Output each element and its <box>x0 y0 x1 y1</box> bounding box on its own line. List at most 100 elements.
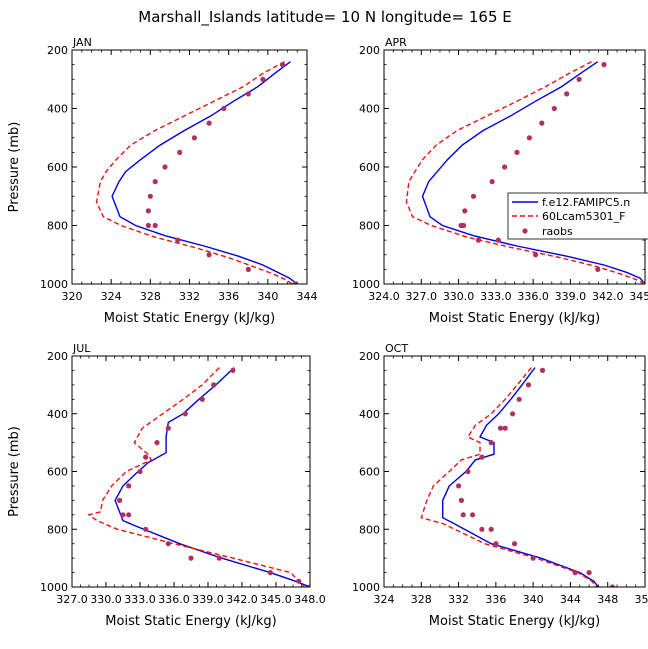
legend-label-model-b: 60Lcam5301_F <box>542 210 625 223</box>
y-tick-label-jul: 600 <box>47 466 68 479</box>
raobs-point-oct <box>456 483 462 489</box>
x-tick-label-jul: 336.0 <box>158 593 190 606</box>
x-tick-label-jul: 342.0 <box>226 593 258 606</box>
raobs-point-jan <box>152 222 158 229</box>
plot-frame-jul <box>71 355 311 588</box>
x-tick-label-jan: 328 <box>140 290 161 303</box>
y-tick-label-jul: 400 <box>47 408 68 421</box>
x-tick-label-jul: 333.0 <box>124 593 156 606</box>
series-line-model-b-jul <box>87 367 305 587</box>
raobs-point-jan <box>177 149 183 155</box>
y-tick-label-oct: 800 <box>359 523 380 536</box>
series-line-model-a-apr <box>421 61 645 284</box>
x-tick-label-apr: 336.0 <box>517 290 549 303</box>
y-tick-label-oct: 600 <box>359 466 380 479</box>
y-tick-label-apr: 1000 <box>352 278 380 291</box>
raobs-point-oct <box>460 512 466 518</box>
raobs-point-jul <box>230 367 236 373</box>
raobs-point-jul <box>267 570 273 576</box>
x-axis-label-jan: Moist Static Energy (kJ/kg) <box>104 311 275 326</box>
raobs-point-oct <box>516 396 522 402</box>
raobs-point-oct <box>488 526 494 532</box>
raobs-point-apr <box>526 135 533 141</box>
raobs-point-jul <box>188 555 194 561</box>
raobs-point-apr <box>502 164 508 170</box>
panel-jul: 327.0 330.0 333.0 336.0 339.0 342.0 345.0 348.0… <box>7 342 326 629</box>
y-tick-label-apr: 200 <box>359 44 380 57</box>
x-tick-label-apr: 345.0 <box>629 290 648 303</box>
plot-frame-oct <box>383 355 646 588</box>
raobs-point-jul <box>120 512 126 518</box>
legend-marker-raobs <box>522 228 528 234</box>
raobs-point-jul <box>126 483 132 489</box>
raobs-point-jan <box>147 193 153 199</box>
raobs-point-apr <box>495 237 501 243</box>
plot-area-jan <box>95 61 298 284</box>
series-line-model-a-jan <box>111 61 298 284</box>
raobs-point-jan <box>245 266 251 272</box>
x-tick-label-jan: 340 <box>257 290 278 303</box>
panel-label-oct: OCT <box>385 342 408 355</box>
raobs-point-oct <box>470 512 476 518</box>
x-axis-label-jul: Moist Static Energy (kJ/kg) <box>105 614 276 629</box>
raobs-point-oct <box>488 440 494 446</box>
raobs-point-oct <box>530 555 536 561</box>
raobs-point-jan <box>245 91 251 97</box>
panel-label-jan: JAN <box>72 36 92 49</box>
x-tick-label-apr: 342.0 <box>592 290 624 303</box>
raobs-point-jan <box>145 208 151 214</box>
x-tick-label-oct: 352 <box>635 593 648 606</box>
raobs-point-oct <box>479 526 485 532</box>
raobs-point-jan <box>260 76 266 82</box>
raobs-point-jan <box>279 62 286 68</box>
panel-label-apr: APR <box>385 36 407 49</box>
panel-jan: 320 324 328 332 336 340 344 200 400 600 800 1000 JAN… <box>7 36 318 326</box>
x-tick-label-jan: 336 <box>218 290 239 303</box>
raobs-point-jul <box>165 541 171 547</box>
raobs-point-oct <box>497 425 504 431</box>
y-tick-label-oct: 200 <box>359 350 380 363</box>
raobs-point-apr <box>551 105 557 112</box>
x-tick-label-oct: 332 <box>448 593 469 606</box>
raobs-point-apr <box>539 120 545 126</box>
y-tick-label-jan: 400 <box>47 103 68 116</box>
raobs-point-oct <box>572 570 578 576</box>
raobs-point-jul <box>154 440 160 446</box>
raobs-point-apr <box>641 281 645 284</box>
y-axis-label-jul: Pressure (mb) <box>7 426 22 517</box>
x-tick-label-jan: 332 <box>179 290 200 303</box>
raobs-point-oct <box>539 367 546 373</box>
raobs-point-oct <box>458 497 464 503</box>
y-tick-label-oct: 1000 <box>352 581 380 594</box>
y-tick-label-jan: 1000 <box>40 278 68 291</box>
plot-area-apr <box>405 61 645 284</box>
plot-frame-jan <box>71 49 308 285</box>
x-tick-label-jul: 339.0 <box>192 593 224 606</box>
raobs-point-apr <box>576 76 582 82</box>
raobs-point-oct <box>465 468 471 475</box>
plot-area-jul <box>87 367 310 587</box>
y-tick-label-jan: 800 <box>47 220 68 233</box>
x-axis-label-apr: Moist Static Energy (kJ/kg) <box>429 311 600 326</box>
x-tick-label-jan: 324 <box>101 290 122 303</box>
raobs-point-jul <box>165 425 171 431</box>
raobs-point-oct <box>586 570 592 576</box>
series-line-model-b-apr <box>405 61 645 284</box>
raobs-point-apr <box>564 91 570 97</box>
legend-label-raobs: raobs <box>542 225 573 238</box>
y-tick-label-apr: 400 <box>359 103 380 116</box>
raobs-point-oct <box>525 382 532 388</box>
x-tick-label-apr: 333.0 <box>480 290 512 303</box>
raobs-point-jul <box>199 396 205 402</box>
x-tick-label-jan: 344 <box>297 290 318 303</box>
raobs-point-jul <box>126 512 132 518</box>
series-line-model-b-jan <box>95 61 293 284</box>
y-tick-label-apr: 600 <box>359 161 380 174</box>
panels-group: 320 324 328 332 336 340 344 200 400 600 800 1000 JAN… <box>7 36 648 629</box>
raobs-point-oct <box>479 454 485 460</box>
x-tick-label-oct: 344 <box>560 593 581 606</box>
raobs-point-apr <box>595 266 601 272</box>
x-tick-label-jul: 345.0 <box>260 593 292 606</box>
x-tick-label-oct: 336 <box>485 593 506 606</box>
plot-frame-apr <box>383 49 646 285</box>
